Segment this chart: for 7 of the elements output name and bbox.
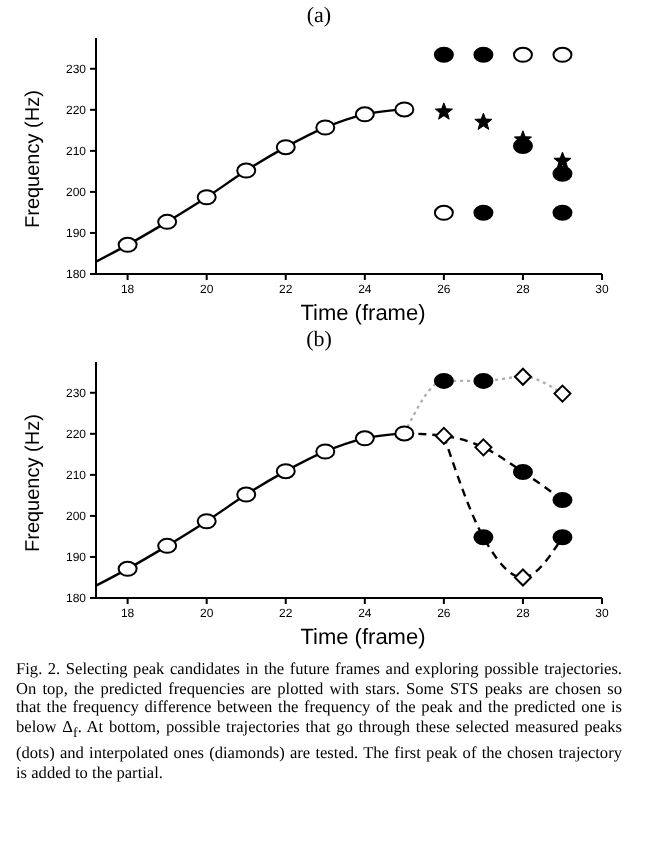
x-axis-title: Time (frame) (298, 302, 428, 328)
chart-title: (a) (304, 4, 334, 30)
y-axis-title: Frequency (Hz) (23, 414, 46, 552)
caption: Fig. 2. Selecting peak candidates in the future frames and exploring possible trajectories. On top, the predicted frequencies are plotted with stars. Some STS peaks are chosen so that the frequency difference between the frequency of the peak and the predicted one is below Δ$_{f}$. At bottom, possible trajectories that go through these selected measured peaks (dots) and interpolated ones (diamonds) are tested. The first peak of the chosen trajectory is added to the partial. (14, 658, 625, 783)
y-axis-title: Frequency (Hz) (23, 90, 46, 228)
chart-title: (b) (304, 328, 334, 354)
x-axis-title: Time (frame) (298, 626, 428, 652)
